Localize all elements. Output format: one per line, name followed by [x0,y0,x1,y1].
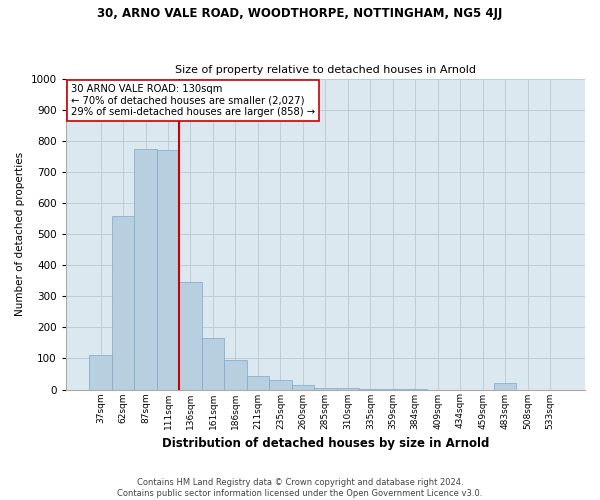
Bar [112,216,134,390]
Bar [134,149,157,390]
X-axis label: Distribution of detached houses by size in Arnold: Distribution of detached houses by size … [161,437,489,450]
Text: Contains HM Land Registry data © Crown copyright and database right 2024.
Contai: Contains HM Land Registry data © Crown c… [118,478,482,498]
Bar [247,376,269,390]
Bar [382,389,404,390]
Bar [337,388,359,390]
Bar [404,389,427,390]
Text: 30 ARNO VALE ROAD: 130sqm
← 70% of detached houses are smaller (2,027)
29% of se: 30 ARNO VALE ROAD: 130sqm ← 70% of detac… [71,84,315,117]
Bar [269,380,292,390]
Text: 30, ARNO VALE ROAD, WOODTHORPE, NOTTINGHAM, NG5 4JJ: 30, ARNO VALE ROAD, WOODTHORPE, NOTTINGH… [97,8,503,20]
Bar [292,385,314,390]
Title: Size of property relative to detached houses in Arnold: Size of property relative to detached ho… [175,66,476,76]
Bar [224,360,247,390]
Bar [157,150,179,390]
Bar [359,389,382,390]
Bar [314,388,337,390]
Bar [494,384,517,390]
Bar [179,282,202,390]
Bar [89,356,112,390]
Y-axis label: Number of detached properties: Number of detached properties [15,152,25,316]
Bar [202,338,224,390]
